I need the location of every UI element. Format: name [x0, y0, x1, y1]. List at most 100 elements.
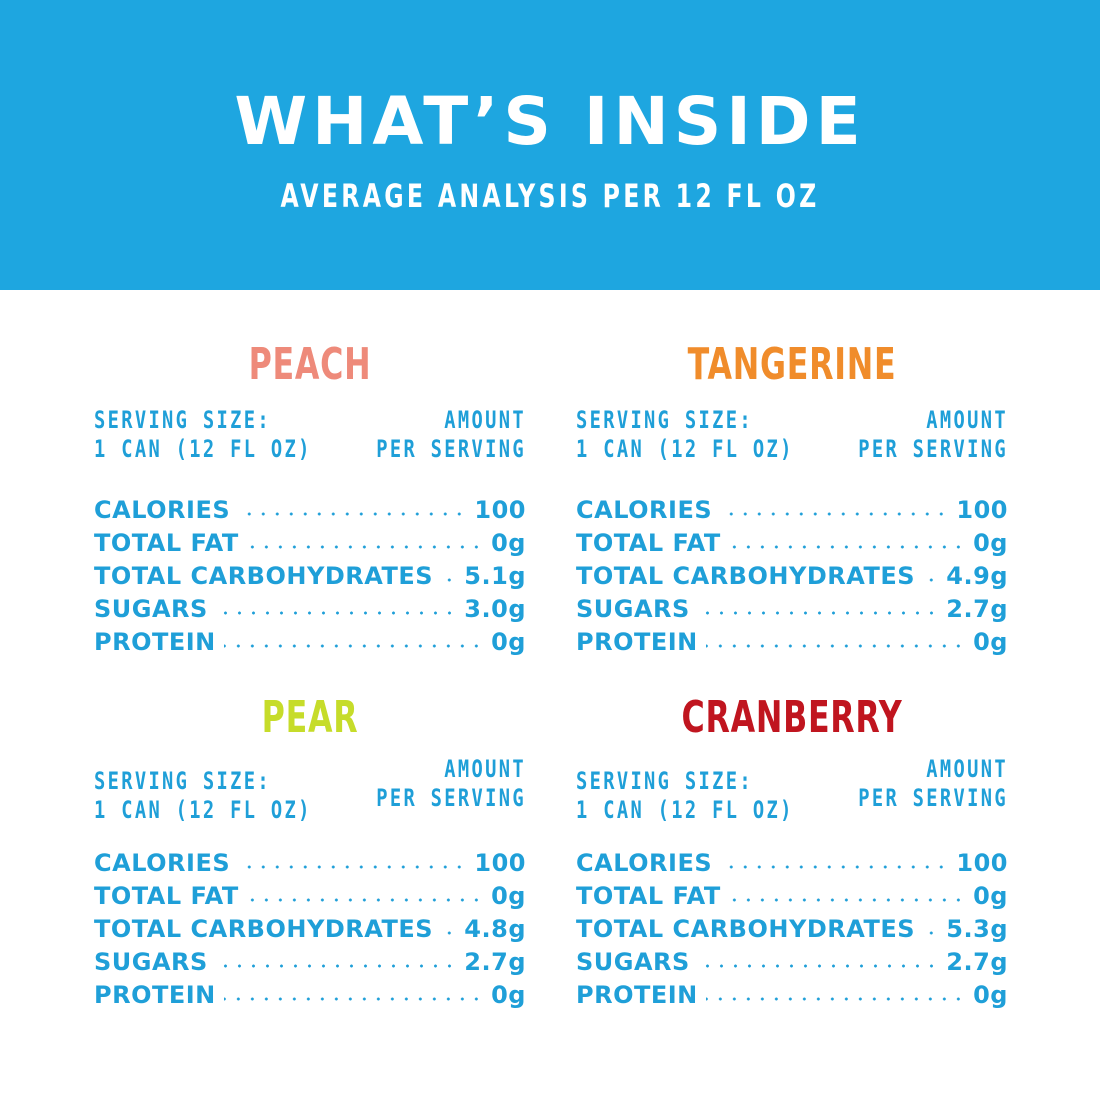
serving-size-value: 1 CAN (12 FL OZ) — [576, 796, 794, 824]
dot-leader — [246, 897, 484, 902]
dot-leader — [238, 864, 467, 869]
nutrient-value: 0g — [973, 981, 1008, 1009]
flavor-panel-cranberry: CRANBERRY SERVING SIZE: 1 CAN (12 FL OZ)… — [576, 693, 1008, 1012]
amount-per-serving: AMOUNT PER SERVING — [376, 406, 526, 464]
nutrient-label: SUGARS — [576, 595, 690, 623]
dot-leader — [223, 643, 484, 648]
dot-leader — [215, 610, 457, 615]
amount-sub-label: PER SERVING — [858, 435, 1008, 463]
serving-info: SERVING SIZE: 1 CAN (12 FL OZ) AMOUNT PE… — [576, 755, 1008, 824]
flavor-panel-peach: PEACH SERVING SIZE: 1 CAN (12 FL OZ) AMO… — [94, 340, 526, 659]
dot-leader — [705, 996, 966, 1001]
nutrient-label: CALORIES — [576, 849, 713, 877]
dot-leader — [697, 963, 939, 968]
nutrient-value: 5.1g — [464, 562, 526, 590]
header-banner: WHAT’S INSIDE AVERAGE ANALYSIS PER 12 FL… — [0, 0, 1100, 290]
nutrient-label: CALORIES — [576, 496, 713, 524]
nutrient-row-calories: CALORIES 100 — [94, 494, 526, 527]
serving-size-label: SERVING SIZE: — [94, 406, 271, 434]
serving-size-label: SERVING SIZE: — [576, 406, 753, 434]
nutrient-value: 5.3g — [946, 915, 1008, 943]
dot-leader — [441, 577, 457, 582]
nutrient-row-total-fat: TOTAL FAT 0g — [576, 527, 1008, 560]
nutrient-label: TOTAL FAT — [576, 882, 721, 910]
dot-leader — [720, 864, 949, 869]
nutrient-value: 100 — [474, 496, 526, 524]
nutrient-value: 100 — [474, 849, 526, 877]
dot-leader — [697, 610, 939, 615]
nutrient-row-calories: CALORIES 100 — [576, 847, 1008, 880]
nutrient-label: TOTAL CARBOHYDRATES — [576, 915, 915, 943]
nutrient-row-calories: CALORIES 100 — [576, 494, 1008, 527]
nutrient-value: 0g — [973, 628, 1008, 656]
amount-sub-label: PER SERVING — [376, 435, 526, 463]
dot-leader — [923, 577, 939, 582]
serving-size-label: SERVING SIZE: — [576, 767, 753, 795]
nutrient-row-sugars: SUGARS 2.7g — [576, 946, 1008, 979]
dot-leader — [238, 511, 467, 516]
amount-label: AMOUNT — [444, 406, 526, 434]
nutrient-row-sugars: SUGARS 3.0g — [94, 593, 526, 626]
nutrient-label: PROTEIN — [576, 628, 698, 656]
nutrient-label: SUGARS — [94, 595, 208, 623]
nutrient-label: SUGARS — [94, 948, 208, 976]
nutrient-label: TOTAL CARBOHYDRATES — [94, 915, 433, 943]
nutrient-row-sugars: SUGARS 2.7g — [576, 593, 1008, 626]
nutrient-row-total-fat: TOTAL FAT 0g — [94, 527, 526, 560]
serving-size: SERVING SIZE: 1 CAN (12 FL OZ) — [576, 767, 794, 825]
amount-per-serving: AMOUNT PER SERVING — [858, 755, 1008, 813]
dot-leader — [215, 963, 457, 968]
dot-leader — [720, 511, 949, 516]
serving-info: SERVING SIZE: 1 CAN (12 FL OZ) AMOUNT PE… — [576, 406, 1008, 466]
nutrient-row-total-carbohydrates: TOTAL CARBOHYDRATES 4.9g — [576, 560, 1008, 593]
nutrient-row-protein: PROTEIN 0g — [576, 979, 1008, 1012]
nutrient-row-protein: PROTEIN 0g — [576, 626, 1008, 659]
nutrient-list: CALORIES 100 TOTAL FAT 0g TOTAL CARBOHYDRA… — [576, 847, 1008, 1012]
nutrient-row-sugars: SUGARS 2.7g — [94, 946, 526, 979]
nutrient-value: 2.7g — [946, 948, 1008, 976]
nutrient-row-protein: PROTEIN 0g — [94, 979, 526, 1012]
nutrient-label: TOTAL FAT — [576, 529, 721, 557]
nutrient-value: 0g — [491, 981, 526, 1009]
nutrient-label: PROTEIN — [94, 981, 216, 1009]
nutrient-value: 100 — [956, 849, 1008, 877]
nutrient-value: 0g — [973, 882, 1008, 910]
nutrient-value: 3.0g — [464, 595, 526, 623]
nutrient-list: CALORIES 100 TOTAL FAT 0g TOTAL CARBOHYDRA… — [94, 494, 526, 659]
serving-size-value: 1 CAN (12 FL OZ) — [576, 435, 794, 463]
flavor-name: TANGERINE — [687, 339, 897, 390]
amount-sub-label: PER SERVING — [858, 784, 1008, 812]
nutrient-row-total-carbohydrates: TOTAL CARBOHYDRATES 4.8g — [94, 913, 526, 946]
amount-label: AMOUNT — [444, 755, 526, 783]
nutrient-row-protein: PROTEIN 0g — [94, 626, 526, 659]
amount-per-serving: AMOUNT PER SERVING — [376, 755, 526, 813]
nutrient-label: CALORIES — [94, 849, 231, 877]
nutrient-value: 2.7g — [946, 595, 1008, 623]
nutrient-row-total-fat: TOTAL FAT 0g — [94, 880, 526, 913]
dot-leader — [705, 643, 966, 648]
flavor-panel-pear: PEAR SERVING SIZE: 1 CAN (12 FL OZ) AMOU… — [94, 693, 526, 1012]
serving-size: SERVING SIZE: 1 CAN (12 FL OZ) — [94, 406, 312, 464]
nutrient-value: 0g — [491, 628, 526, 656]
serving-size-label: SERVING SIZE: — [94, 767, 271, 795]
nutrient-label: TOTAL FAT — [94, 529, 239, 557]
dot-leader — [441, 930, 457, 935]
nutrient-label: TOTAL CARBOHYDRATES — [94, 562, 433, 590]
dot-leader — [728, 897, 966, 902]
nutrient-row-calories: CALORIES 100 — [94, 847, 526, 880]
nutrient-label: SUGARS — [576, 948, 690, 976]
nutrient-value: 100 — [956, 496, 1008, 524]
serving-size-value: 1 CAN (12 FL OZ) — [94, 435, 312, 463]
flavor-name: CRANBERRY — [681, 692, 903, 743]
amount-per-serving: AMOUNT PER SERVING — [858, 406, 1008, 464]
serving-size-value: 1 CAN (12 FL OZ) — [94, 796, 312, 824]
amount-label: AMOUNT — [926, 406, 1008, 434]
page-subtitle: AVERAGE ANALYSIS PER 12 FL OZ — [280, 177, 820, 215]
nutrient-row-total-carbohydrates: TOTAL CARBOHYDRATES 5.3g — [576, 913, 1008, 946]
nutrient-label: PROTEIN — [576, 981, 698, 1009]
nutrient-value: 0g — [491, 882, 526, 910]
dot-leader — [728, 544, 966, 549]
serving-info: SERVING SIZE: 1 CAN (12 FL OZ) AMOUNT PE… — [94, 755, 526, 824]
amount-label: AMOUNT — [926, 755, 1008, 783]
nutrient-list: CALORIES 100 TOTAL FAT 0g TOTAL CARBOHYDRA… — [94, 847, 526, 1012]
